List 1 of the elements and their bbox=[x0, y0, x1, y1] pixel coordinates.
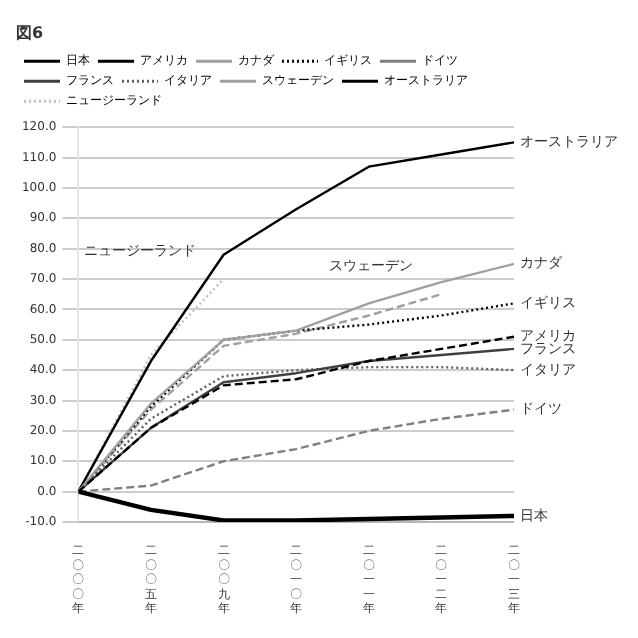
chart-title: 図6 bbox=[16, 23, 44, 42]
